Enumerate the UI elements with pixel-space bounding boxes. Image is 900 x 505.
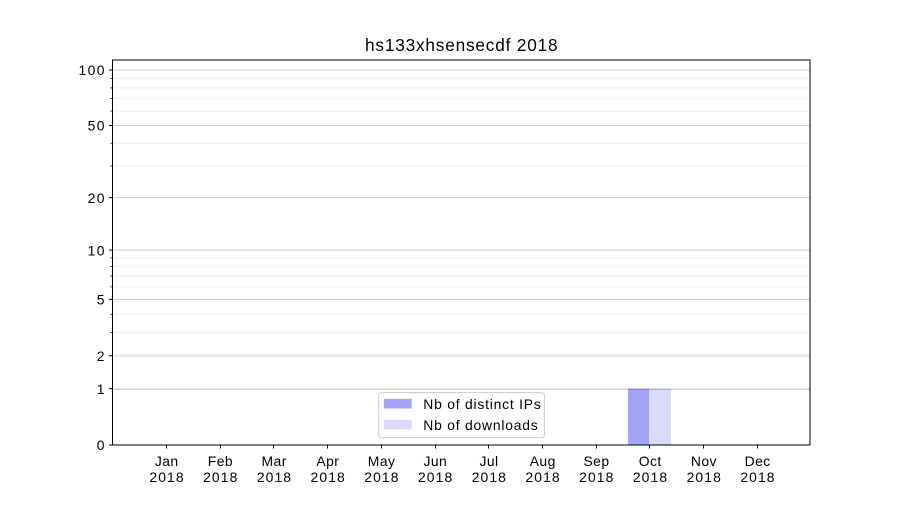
svg-text:2018: 2018: [525, 469, 560, 485]
svg-text:Aug: Aug: [530, 453, 556, 469]
svg-text:2018: 2018: [418, 469, 453, 485]
svg-text:Nb of distinct IPs: Nb of distinct IPs: [423, 396, 541, 412]
svg-text:Nb of downloads: Nb of downloads: [423, 417, 538, 433]
svg-text:10: 10: [88, 242, 106, 258]
svg-text:2018: 2018: [633, 469, 668, 485]
svg-text:100: 100: [79, 62, 106, 78]
svg-text:2018: 2018: [579, 469, 614, 485]
svg-text:Sep: Sep: [583, 453, 609, 469]
svg-text:Apr: Apr: [316, 453, 339, 469]
svg-text:2018: 2018: [311, 469, 346, 485]
svg-text:Oct: Oct: [639, 453, 662, 469]
svg-text:Jun: Jun: [423, 453, 447, 469]
svg-text:Nov: Nov: [691, 453, 717, 469]
svg-text:2: 2: [97, 348, 106, 364]
svg-text:20: 20: [88, 190, 106, 206]
svg-text:Feb: Feb: [208, 453, 233, 469]
svg-text:2018: 2018: [149, 469, 184, 485]
svg-text:2018: 2018: [364, 469, 399, 485]
svg-text:2018: 2018: [203, 469, 238, 485]
svg-text:2018: 2018: [257, 469, 292, 485]
svg-text:2018: 2018: [740, 469, 775, 485]
svg-text:Mar: Mar: [262, 453, 287, 469]
svg-text:hs133xhsensecdf 2018: hs133xhsensecdf 2018: [365, 35, 558, 55]
svg-text:50: 50: [88, 118, 106, 134]
svg-text:1: 1: [97, 381, 106, 397]
svg-text:Dec: Dec: [745, 453, 771, 469]
svg-text:May: May: [368, 453, 396, 469]
svg-text:2018: 2018: [472, 469, 507, 485]
svg-text:2018: 2018: [687, 469, 722, 485]
svg-text:0: 0: [97, 437, 106, 453]
svg-text:Jan: Jan: [155, 453, 179, 469]
svg-text:5: 5: [97, 292, 106, 308]
svg-text:Jul: Jul: [479, 453, 498, 469]
